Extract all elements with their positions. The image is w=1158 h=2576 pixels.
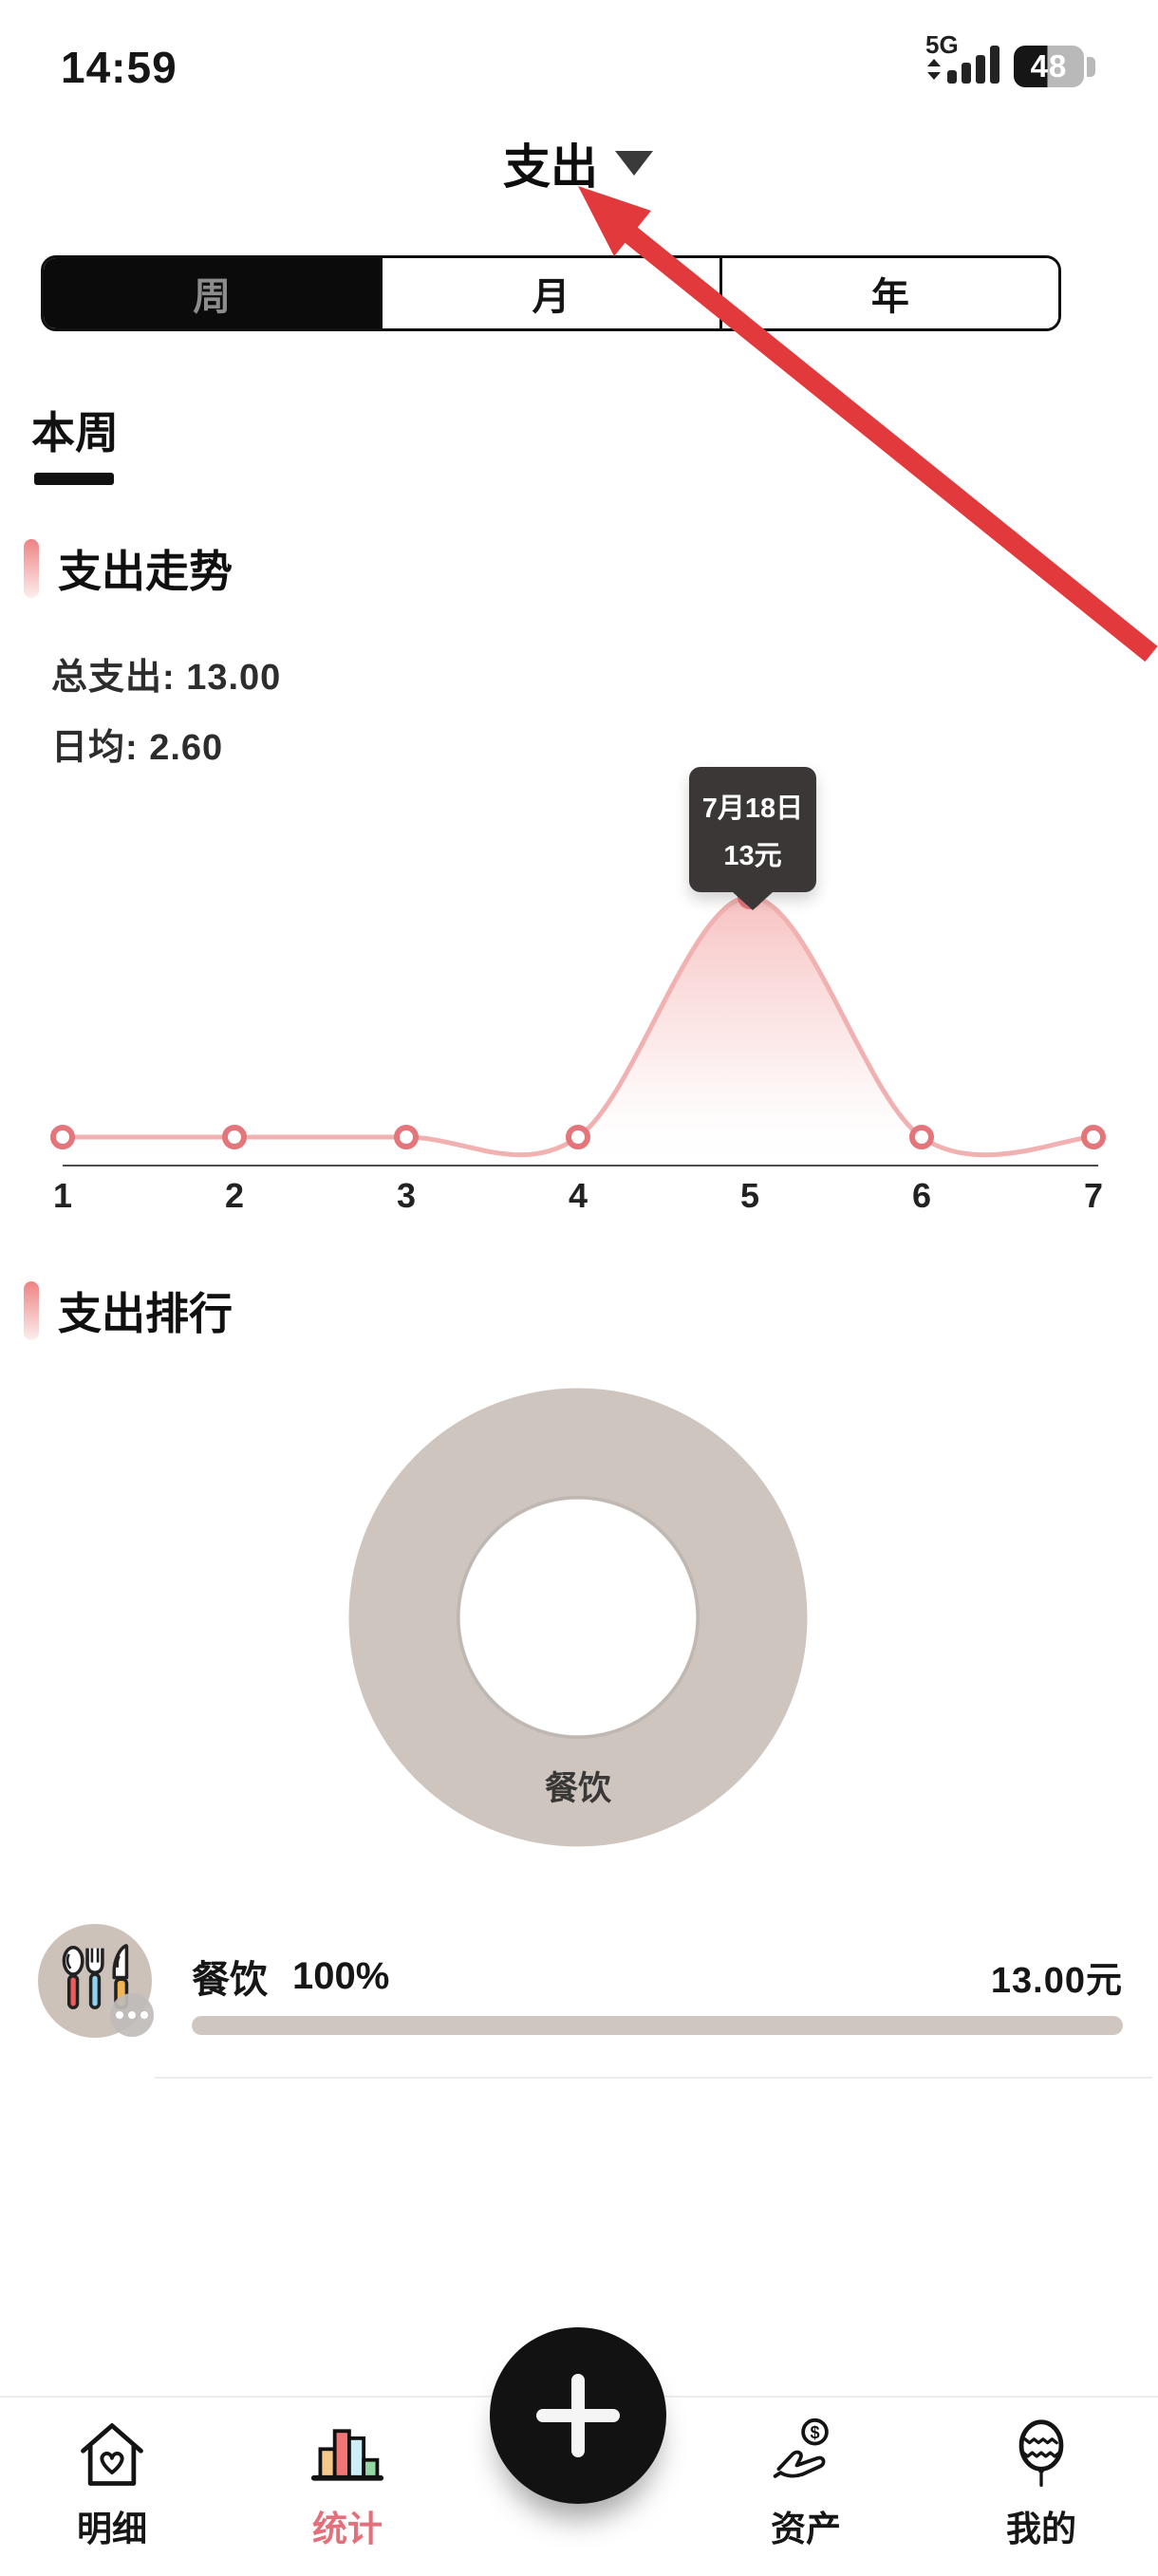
trend-area-fill <box>63 897 1093 1169</box>
section-accent-bar <box>24 1281 39 1340</box>
donut-segment-label: 餐饮 <box>545 1770 612 1807</box>
expense-trend-line-chart: 1 2 3 4 5 6 7 <box>50 885 1106 1215</box>
chart-tooltip: 7月18日 13元 <box>689 767 816 910</box>
daily-average-value: 2.60 <box>149 728 224 768</box>
nav-item-assets[interactable]: $ 资产 <box>725 2413 887 2551</box>
battery-nub <box>1087 57 1095 77</box>
nav-label-mine: 我的 <box>1006 2510 1076 2548</box>
section-accent-bar <box>24 539 39 598</box>
total-expense-label: 总支出: <box>51 658 176 698</box>
chevron-down-icon <box>615 151 653 176</box>
trend-point <box>909 1125 934 1149</box>
downlink-arrow-icon <box>927 72 941 80</box>
tooltip-value: 13元 <box>723 841 782 871</box>
category-name: 餐饮 <box>192 1959 268 2001</box>
donut-segment-dining[interactable] <box>348 1388 808 1847</box>
house-heart-icon <box>74 2413 150 2494</box>
add-record-fab[interactable] <box>490 2327 666 2504</box>
category-more-badge <box>110 1993 154 2037</box>
tab-year[interactable]: 年 <box>719 258 1058 328</box>
tab-week[interactable]: 周 <box>44 258 381 328</box>
page-title: 支出 <box>503 140 598 194</box>
period-label: 本周 <box>31 408 119 457</box>
x-tick-label: 3 <box>397 1176 416 1215</box>
total-expense-stat: 总支出: 13.00 <box>51 647 281 700</box>
ranking-item-left: 餐饮 100% <box>192 1949 389 2004</box>
daily-average-stat: 日均: 2.60 <box>51 718 223 770</box>
trend-point <box>1081 1125 1106 1149</box>
nav-label-details: 明细 <box>77 2510 147 2548</box>
expense-donut-chart: 餐饮 <box>348 1388 808 1847</box>
list-divider <box>155 2077 1152 2079</box>
nav-item-details[interactable]: 明细 <box>31 2413 193 2551</box>
ranking-section-title: 支出排行 <box>58 1289 233 1338</box>
trend-line-path <box>60 894 1096 1158</box>
x-tick-label: 2 <box>225 1176 244 1215</box>
x-tick-label: 6 <box>912 1176 931 1215</box>
daily-average-label: 日均: <box>51 728 139 768</box>
uplink-arrow-icon <box>927 59 941 66</box>
bar-chart-icon <box>309 2413 385 2494</box>
ranking-section-header: 支出排行 <box>24 1279 233 1342</box>
signal-strength-icon: 5G <box>925 32 999 84</box>
period-tabs: 周 月 年 <box>41 255 1061 331</box>
balloon-icon <box>1003 2413 1079 2494</box>
trend-point <box>394 1125 419 1149</box>
ranking-list-item[interactable]: 餐饮 100% 13.00元 <box>192 1948 1123 2005</box>
network-type-label: 5G <box>925 32 959 59</box>
status-time: 14:59 <box>61 43 177 92</box>
x-tick-label: 1 <box>53 1176 72 1215</box>
donut-inner-edge <box>457 1496 700 1739</box>
nav-item-mine[interactable]: 我的 <box>961 2413 1122 2551</box>
tab-month[interactable]: 月 <box>380 258 719 328</box>
trend-point <box>50 1125 75 1149</box>
trend-section-header: 支出走势 <box>24 537 233 600</box>
battery-level: 48 <box>1030 48 1068 84</box>
total-expense-value: 13.00 <box>186 658 282 698</box>
nav-label-assets: 资产 <box>771 2510 841 2548</box>
x-tick-label: 4 <box>569 1176 588 1215</box>
x-tick-label: 5 <box>740 1176 759 1215</box>
trend-point <box>222 1125 247 1149</box>
nav-label-statistics: 统计 <box>312 2510 383 2548</box>
signal-bars-icon <box>947 46 999 84</box>
nav-item-statistics[interactable]: 统计 <box>267 2413 428 2551</box>
category-progress-fill <box>192 2016 1123 2035</box>
period-underline <box>34 473 114 485</box>
battery-icon: 48 <box>1014 46 1084 87</box>
tooltip-date: 7月18日 <box>701 793 804 824</box>
trend-data-points <box>50 885 1106 1149</box>
x-tick-label: 7 <box>1084 1176 1103 1215</box>
trend-point <box>566 1125 590 1149</box>
category-percent: 100% <box>292 1954 390 1997</box>
dollar-symbol: $ <box>810 2423 819 2442</box>
coin-hand-icon: $ <box>768 2413 844 2494</box>
trend-section-title: 支出走势 <box>58 547 233 596</box>
header-title-dropdown[interactable]: 支出 <box>0 129 1158 197</box>
category-amount: 13.00元 <box>990 1960 1123 2001</box>
category-progress-bar <box>192 2016 1123 2035</box>
x-axis-tick-labels: 1 2 3 4 5 6 7 <box>53 1176 1103 1215</box>
